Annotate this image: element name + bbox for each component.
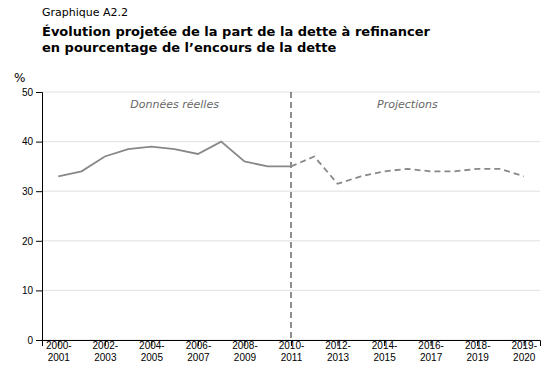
y-tick: 30 bbox=[22, 186, 42, 197]
x-tick: 2008-2009 bbox=[232, 340, 258, 363]
y-tick-mark bbox=[36, 191, 42, 192]
y-tick-mark bbox=[36, 92, 42, 93]
x-tick-label: 2010-2011 bbox=[279, 340, 305, 363]
y-tick: 10 bbox=[22, 285, 42, 296]
x-tick: 2019-2020 bbox=[511, 340, 537, 363]
series-line bbox=[58, 142, 291, 177]
y-axis: 0 10 20 30 40 50 bbox=[22, 87, 43, 346]
grid-line bbox=[42, 240, 540, 241]
x-tick: 2010-2011 bbox=[279, 340, 305, 363]
y-tick-label: 40 bbox=[22, 136, 34, 147]
x-tick: 2002-2003 bbox=[93, 340, 119, 363]
y-tick-label: 50 bbox=[22, 87, 34, 98]
x-tick: 2014-2015 bbox=[372, 340, 398, 363]
y-tick-mark bbox=[36, 241, 42, 242]
y-tick-label: 0 bbox=[27, 335, 33, 346]
x-tick: 2004-2005 bbox=[139, 340, 165, 363]
y-axis-line bbox=[36, 93, 43, 341]
subtitle: Graphique A2.2 bbox=[42, 6, 128, 19]
y-tick-label: 20 bbox=[22, 236, 34, 247]
annotation: Données réelles bbox=[130, 98, 219, 111]
x-tick: 2012-2013 bbox=[325, 340, 351, 363]
y-axis-label: % bbox=[14, 71, 25, 85]
annotation: Projections bbox=[377, 98, 438, 111]
grid bbox=[42, 92, 540, 340]
x-tick-label: 2006-2007 bbox=[186, 340, 212, 363]
x-tick-label: 2008-2009 bbox=[232, 340, 258, 363]
x-tick: 2006-2007 bbox=[186, 340, 212, 363]
y-tick: 50 bbox=[22, 87, 42, 98]
series-line bbox=[291, 156, 524, 183]
x-tick-label: 2002-2003 bbox=[93, 340, 119, 363]
x-tick-label: 2012-2013 bbox=[325, 340, 351, 363]
x-tick-label: 2016-2017 bbox=[418, 340, 444, 363]
y-tick-mark bbox=[36, 142, 42, 143]
y-tick-label: 10 bbox=[22, 285, 34, 296]
x-tick: 2018-2019 bbox=[465, 340, 491, 363]
y-tick: 0 bbox=[27, 335, 42, 346]
x-tick-label: 2018-2019 bbox=[465, 340, 491, 363]
chart: Graphique A2.2 Évolution projetée de la p… bbox=[0, 0, 560, 380]
y-tick: 20 bbox=[22, 236, 42, 247]
title: Évolution projetée de la part de la dett… bbox=[42, 24, 431, 55]
y-tick-mark bbox=[36, 290, 42, 291]
x-tick-label: 2000-2001 bbox=[46, 340, 72, 363]
y-tick-label: 30 bbox=[22, 186, 34, 197]
plot: 010203040502000-20012002-20032004-200520… bbox=[22, 87, 541, 363]
y-tick: 40 bbox=[22, 136, 42, 147]
grid-line bbox=[42, 141, 540, 142]
grid-line bbox=[42, 191, 540, 192]
y-tick-mark bbox=[36, 340, 42, 341]
x-tick: 2016-2017 bbox=[418, 340, 444, 363]
x-tick-label: 2004-2005 bbox=[139, 340, 165, 363]
x-axis: 2000-2001 2002-2003 2004-2005 2006-2007 2008… bbox=[43, 340, 541, 363]
x-tick-label: 2019-2020 bbox=[511, 340, 537, 363]
x-tick: 2000-2001 bbox=[46, 340, 72, 363]
marks bbox=[58, 92, 523, 340]
reference-line bbox=[290, 92, 291, 340]
grid-line bbox=[42, 290, 540, 291]
x-tick-label: 2014-2015 bbox=[372, 340, 398, 363]
